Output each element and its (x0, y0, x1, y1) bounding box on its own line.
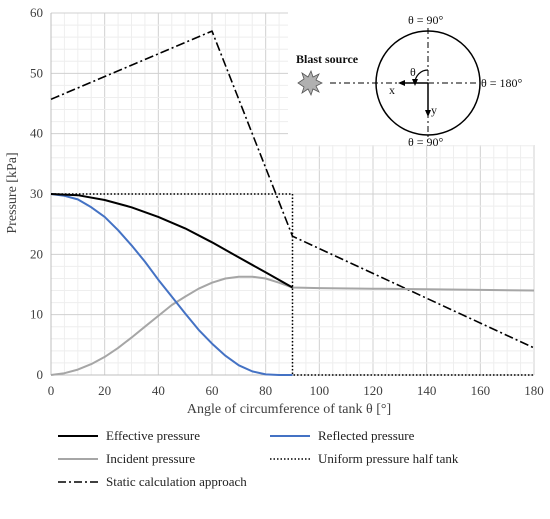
y-tick-labels: 0 10 20 30 40 50 60 (30, 5, 43, 382)
x-tick-label: 40 (152, 383, 165, 398)
inset-diagram: θ = 90° θ = 90° θ = 180° Blast source θ … (288, 10, 544, 149)
x-tick-label: 140 (417, 383, 437, 398)
y-tick-label: 40 (30, 126, 43, 141)
series-static-calculation-approach (50, 30, 535, 349)
series-effective-pressure (50, 193, 293, 289)
x-tick-label: 180 (524, 383, 544, 398)
inset-bottom-label: θ = 90° (408, 135, 444, 149)
inset-top-label: θ = 90° (408, 13, 444, 27)
blast-icon (297, 69, 323, 97)
x-tick-labels: 0 20 40 60 80 100 120 140 160 180 (48, 383, 544, 398)
y-arrow-head (425, 110, 431, 117)
x-tick-label: 60 (206, 383, 219, 398)
x-arrow-head (398, 80, 405, 86)
theta-arc-head (412, 79, 418, 86)
x-tick-label: 20 (98, 383, 111, 398)
y-axis-title: Pressure [kPa] (5, 152, 20, 233)
theta-label: θ (410, 65, 416, 79)
y-tick-label: 10 (30, 307, 43, 322)
inset-right-label: θ = 180° (481, 76, 523, 90)
y-tick-label: 50 (30, 65, 43, 80)
legend-label-static: Static calculation approach (106, 474, 247, 489)
x-axis-title: Angle of circumference of tank θ [°] (187, 402, 391, 417)
legend-item-reflected: Reflected pressure (270, 428, 415, 443)
y-tick-label: 0 (37, 367, 44, 382)
x-tick-label: 80 (259, 383, 272, 398)
legend-label-uniform: Uniform pressure half tank (318, 451, 459, 466)
legend-item-uniform: Uniform pressure half tank (270, 451, 459, 466)
series-reflected-pressure (50, 193, 293, 376)
series-layer (50, 30, 535, 376)
legend: Effective pressure Reflected pressure In… (58, 428, 459, 489)
y-tick-label: 60 (30, 5, 43, 20)
inset-x-label: x (389, 83, 395, 97)
series-uniform-pressure-half-tank (51, 193, 534, 376)
legend-item-static: Static calculation approach (58, 474, 247, 489)
x-tick-label: 160 (471, 383, 491, 398)
x-tick-label: 0 (48, 383, 55, 398)
x-tick-label: 120 (363, 383, 383, 398)
y-tick-label: 20 (30, 246, 43, 261)
inset-y-label: y (431, 103, 437, 117)
y-tick-label: 30 (30, 186, 43, 201)
x-tick-label: 100 (310, 383, 330, 398)
legend-label-reflected: Reflected pressure (318, 428, 415, 443)
blast-source-label: Blast source (296, 52, 359, 66)
legend-item-incident: Incident pressure (58, 451, 195, 466)
legend-label-incident: Incident pressure (106, 451, 195, 466)
legend-item-effective: Effective pressure (58, 428, 200, 443)
legend-label-effective: Effective pressure (106, 428, 200, 443)
series-incident-pressure (50, 275, 535, 376)
